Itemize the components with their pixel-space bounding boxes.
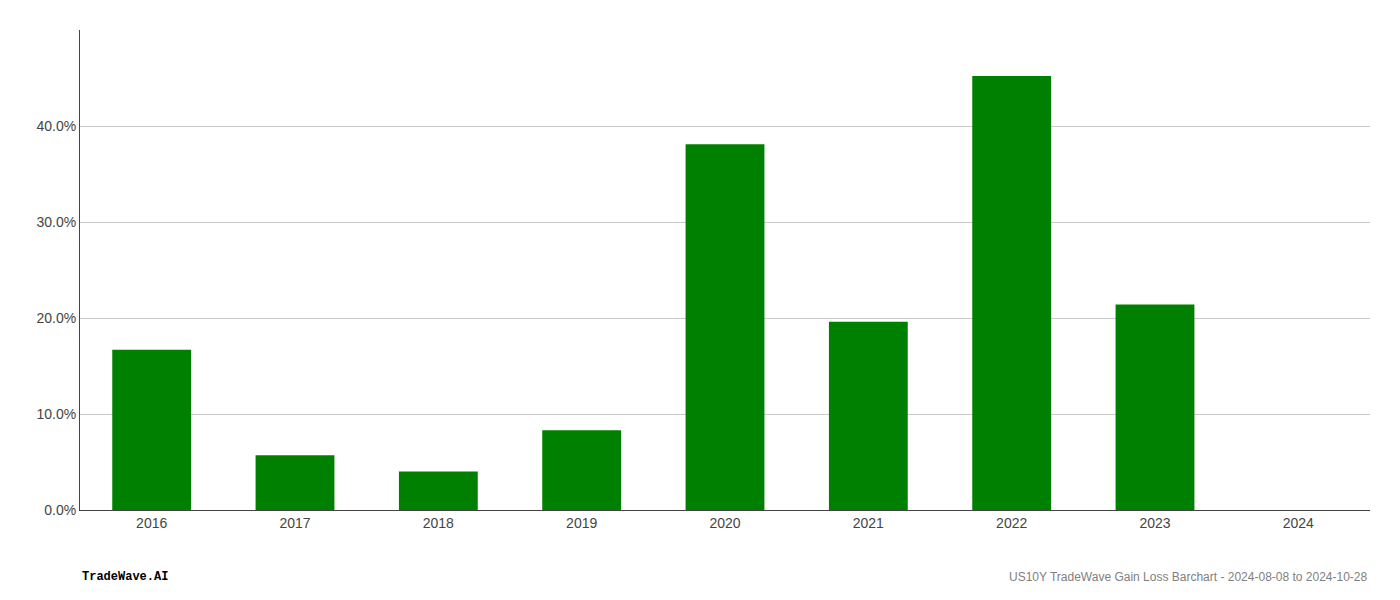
- svg-text:2024: 2024: [1283, 515, 1314, 531]
- svg-text:TradeWave.AI: TradeWave.AI: [82, 570, 168, 584]
- svg-text:2016: 2016: [136, 515, 167, 531]
- svg-text:2020: 2020: [709, 515, 740, 531]
- svg-text:2019: 2019: [566, 515, 597, 531]
- svg-text:10.0%: 10.0%: [36, 406, 76, 422]
- svg-text:30.0%: 30.0%: [36, 214, 76, 230]
- svg-text:20.0%: 20.0%: [36, 310, 76, 326]
- svg-text:40.0%: 40.0%: [36, 118, 76, 134]
- svg-text:2022: 2022: [996, 515, 1027, 531]
- svg-text:2018: 2018: [423, 515, 454, 531]
- svg-text:2017: 2017: [279, 515, 310, 531]
- svg-text:US10Y TradeWave Gain Loss Barc: US10Y TradeWave Gain Loss Barchart - 202…: [1009, 570, 1368, 584]
- svg-text:0.0%: 0.0%: [44, 502, 76, 518]
- svg-text:2021: 2021: [853, 515, 884, 531]
- svg-text:2023: 2023: [1139, 515, 1170, 531]
